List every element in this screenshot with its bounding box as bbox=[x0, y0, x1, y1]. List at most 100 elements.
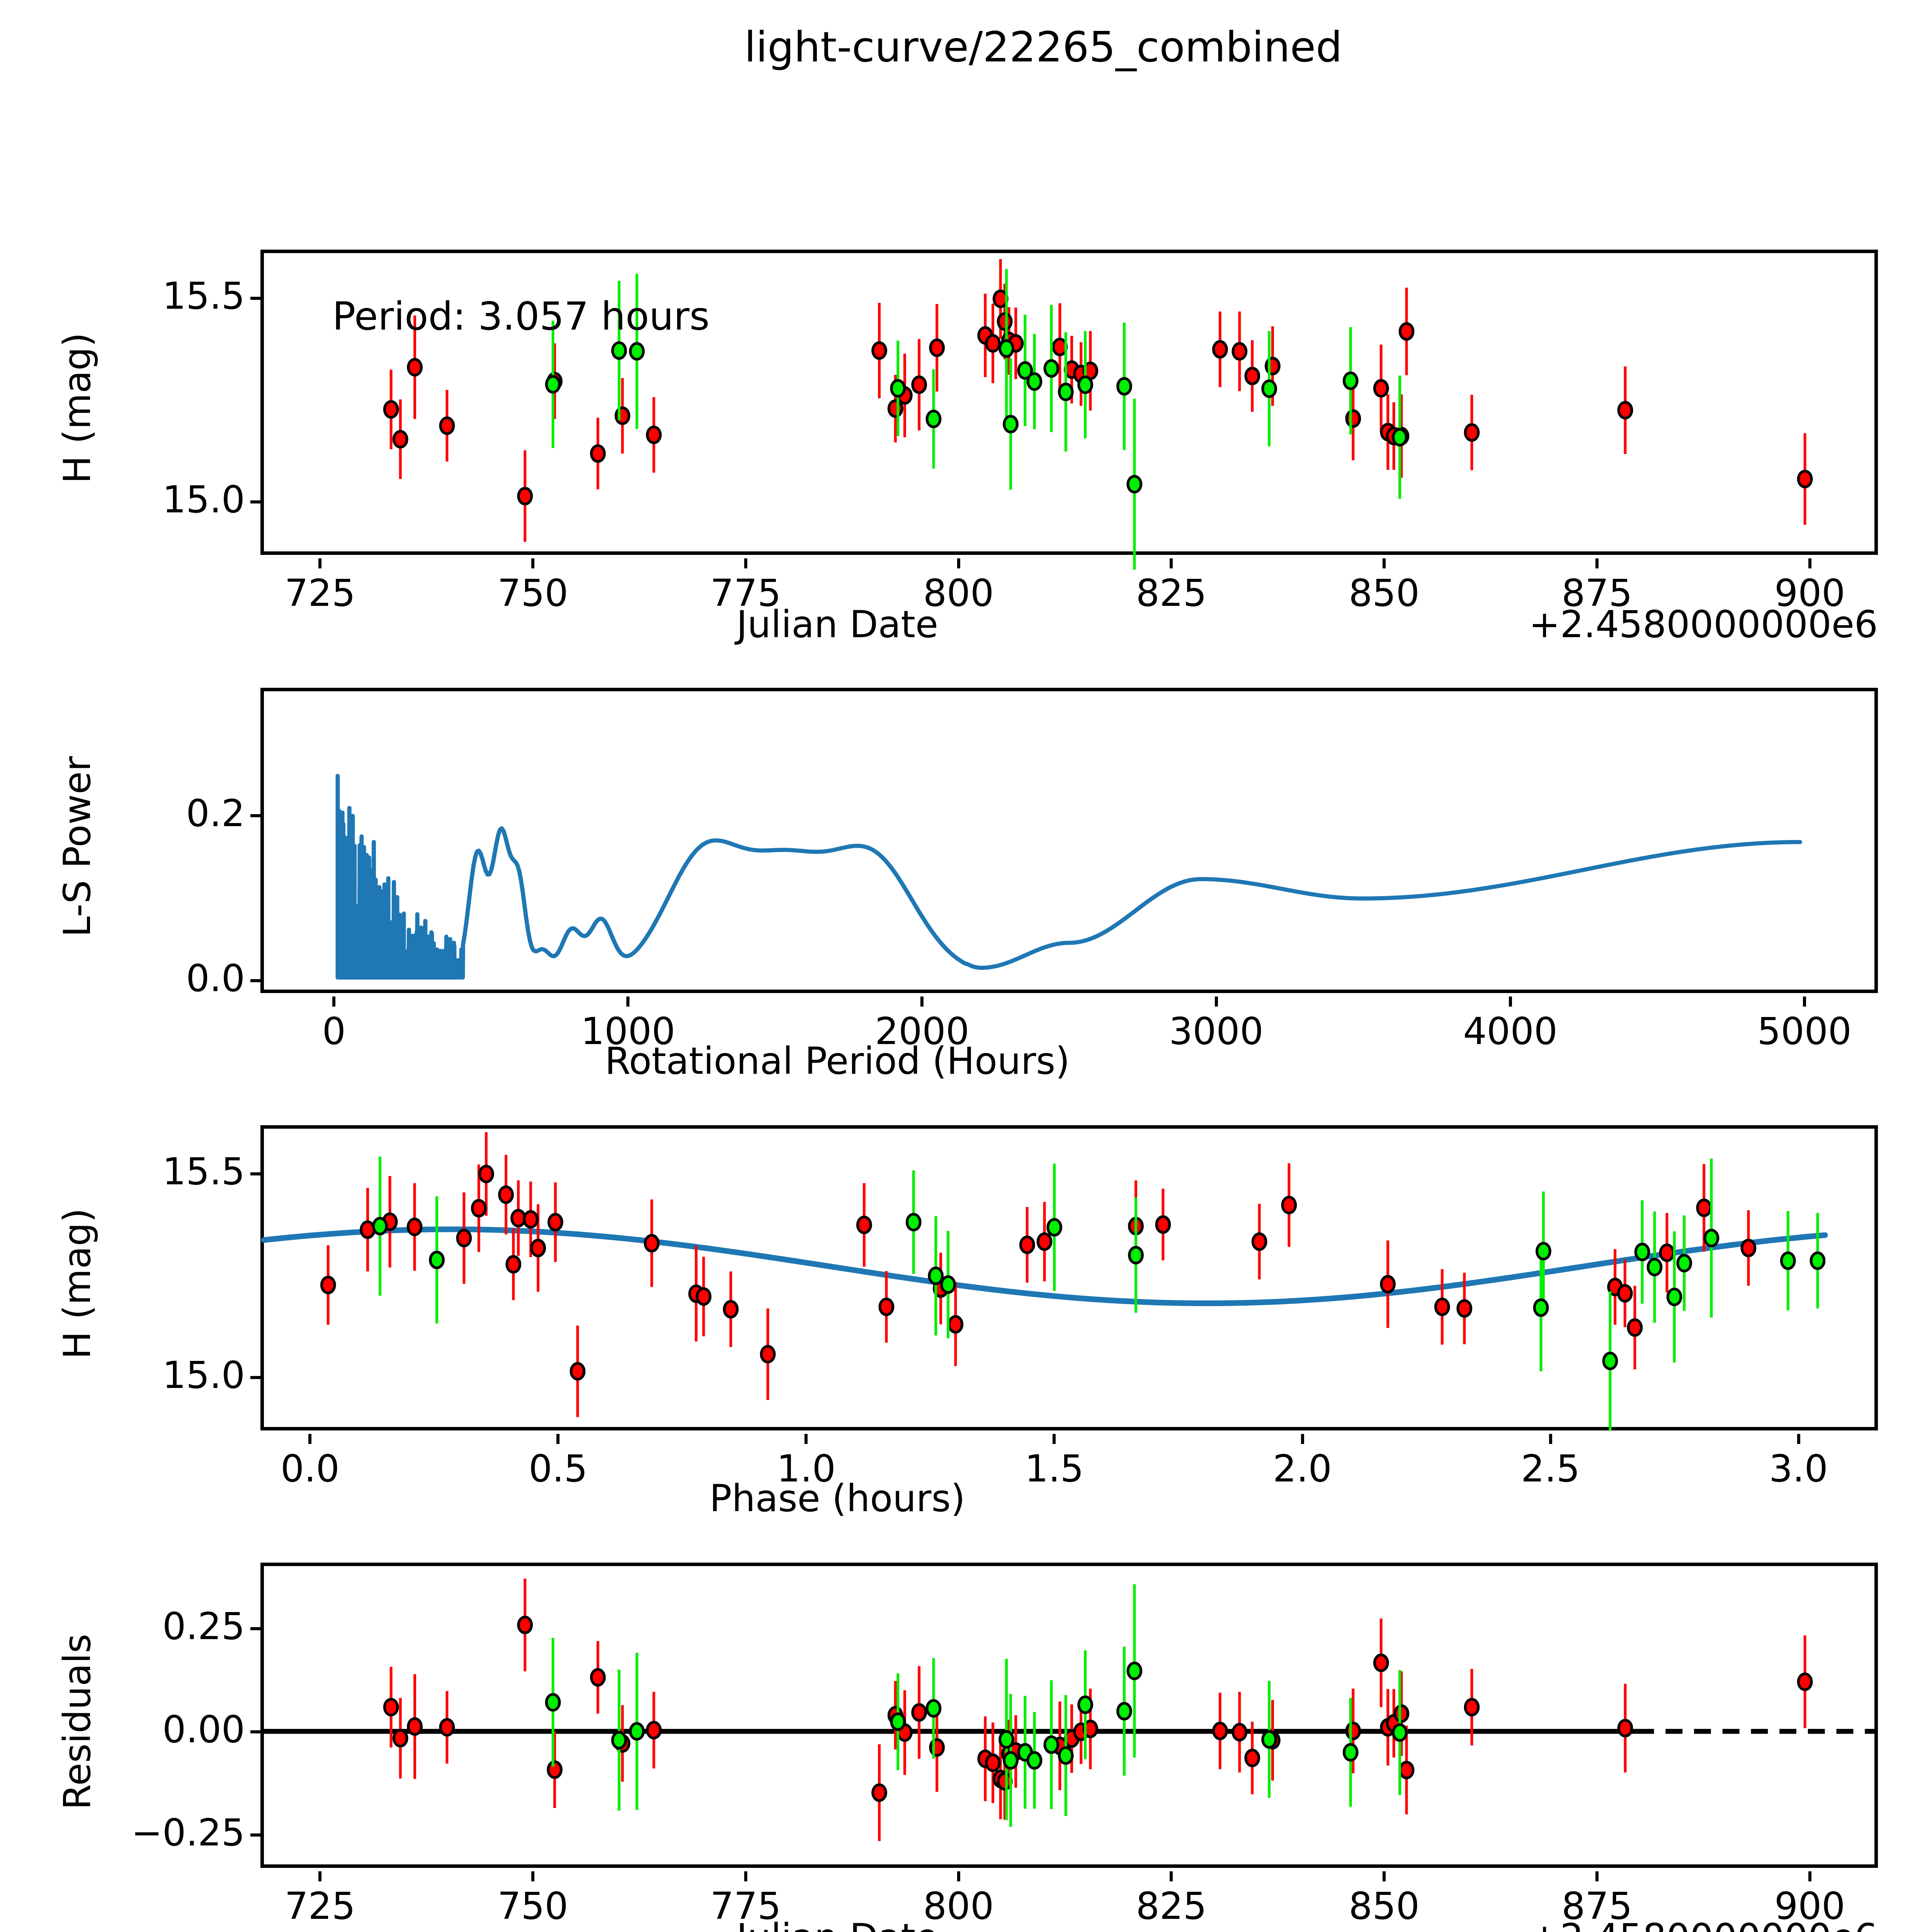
data-point bbox=[1659, 1243, 1675, 1262]
data-point bbox=[456, 1229, 472, 1248]
residuals-x-tick-mark bbox=[1383, 1871, 1386, 1881]
data-point bbox=[1231, 1723, 1248, 1742]
periodogram-plot-area bbox=[335, 774, 1803, 980]
data-point bbox=[522, 1210, 539, 1229]
lightcurve-y-tick-label: 15.5 bbox=[162, 274, 245, 318]
data-point bbox=[1398, 322, 1415, 341]
data-point bbox=[1281, 1196, 1297, 1214]
periodogram-x-tick-mark bbox=[1214, 997, 1218, 1007]
data-point bbox=[911, 375, 927, 394]
lightcurve-y-tick-mark bbox=[250, 297, 260, 300]
residuals-y-tick-label: 0.00 bbox=[162, 1708, 245, 1751]
lightcurve-x-tick-mark bbox=[744, 558, 747, 568]
phase-folded-plot-area bbox=[261, 1132, 1828, 1431]
data-point bbox=[1116, 1702, 1133, 1721]
residuals-x-tick-mark bbox=[1170, 1871, 1173, 1881]
periodogram-y-tick-mark bbox=[250, 814, 260, 817]
data-point bbox=[890, 1712, 906, 1731]
light-curve-plot-area bbox=[383, 259, 1813, 570]
data-point bbox=[947, 1315, 964, 1334]
data-point bbox=[1026, 1751, 1043, 1770]
data-point bbox=[1456, 1299, 1473, 1318]
data-point bbox=[1036, 1232, 1053, 1251]
data-point bbox=[1392, 428, 1408, 447]
data-point bbox=[998, 339, 1015, 358]
series-green bbox=[545, 1584, 1408, 1827]
data-point bbox=[383, 1698, 399, 1717]
periodogram-x-tick-mark bbox=[920, 997, 924, 1007]
data-point bbox=[1128, 1246, 1144, 1265]
data-point bbox=[1019, 1235, 1035, 1254]
data-point bbox=[1126, 475, 1143, 493]
periodogram-x-tick-label: 3000 bbox=[1169, 1010, 1264, 1053]
phasefold-x-tick-label: 1.0 bbox=[777, 1447, 836, 1490]
residuals-x-tick-label: 775 bbox=[710, 1884, 781, 1928]
data-point bbox=[1810, 1251, 1826, 1270]
data-point bbox=[1026, 372, 1043, 391]
lightcurve-y-tick-mark bbox=[250, 500, 260, 504]
data-point bbox=[1003, 1751, 1019, 1770]
data-point bbox=[871, 1783, 888, 1802]
residuals-x-tick-mark bbox=[744, 1871, 747, 1881]
data-point bbox=[925, 410, 942, 429]
data-point bbox=[439, 416, 455, 435]
phasefold-x-tick-label: 2.5 bbox=[1521, 1447, 1580, 1490]
phasefold-x-tick-mark bbox=[1797, 1434, 1800, 1444]
lightcurve-x-tick-label: 875 bbox=[1561, 571, 1633, 615]
data-point bbox=[1244, 367, 1260, 386]
lightcurve-x-tick-label: 725 bbox=[284, 571, 355, 615]
data-point bbox=[1212, 340, 1228, 359]
periodogram-x-tick-label: 2000 bbox=[875, 1010, 969, 1053]
data-point bbox=[1392, 1723, 1408, 1742]
data-point bbox=[1342, 1743, 1359, 1762]
phasefold-y-tick-mark bbox=[250, 1172, 260, 1176]
phasefold-x-tick-mark bbox=[308, 1434, 312, 1444]
data-point bbox=[644, 1234, 660, 1253]
data-point bbox=[1533, 1298, 1549, 1317]
data-point bbox=[505, 1255, 522, 1274]
data-point bbox=[1676, 1253, 1692, 1272]
periodogram-x-tick-label: 1000 bbox=[581, 1010, 675, 1053]
phasefold-x-tick-label: 3.0 bbox=[1769, 1447, 1828, 1490]
data-point bbox=[1046, 1218, 1063, 1237]
data-point bbox=[590, 1668, 606, 1687]
data-point bbox=[1043, 359, 1060, 378]
data-point bbox=[570, 1362, 586, 1381]
data-point bbox=[1398, 1760, 1415, 1779]
data-point bbox=[1373, 379, 1389, 398]
data-point bbox=[856, 1216, 872, 1235]
data-point bbox=[929, 338, 945, 357]
page-title: light-curve/22265_combined bbox=[744, 23, 1342, 71]
data-point bbox=[928, 1266, 944, 1285]
data-point bbox=[478, 1165, 494, 1184]
periodogram-y-axis-label: L-S Power bbox=[56, 756, 99, 937]
lightcurve-x-tick-label: 850 bbox=[1349, 571, 1420, 615]
periodogram-x-tick-mark bbox=[626, 997, 630, 1007]
lightcurve-x-tick-label: 900 bbox=[1774, 571, 1845, 615]
data-point bbox=[940, 1275, 956, 1294]
panel-phase-folded bbox=[260, 1125, 1878, 1431]
data-point bbox=[925, 1699, 942, 1718]
panel-residuals bbox=[260, 1563, 1878, 1868]
data-point bbox=[545, 375, 561, 394]
data-point bbox=[611, 341, 627, 360]
phasefold-x-tick-label: 2.0 bbox=[1273, 1447, 1332, 1490]
data-point bbox=[383, 400, 399, 419]
data-point bbox=[407, 358, 423, 377]
lightcurve-x-tick-mark bbox=[1170, 558, 1173, 568]
periodogram-x-tick-label: 4000 bbox=[1463, 1010, 1558, 1053]
residuals-x-tick-label: 750 bbox=[497, 1884, 568, 1928]
periodogram-x-tick-mark bbox=[1803, 997, 1806, 1007]
data-point bbox=[1082, 1719, 1099, 1738]
data-point bbox=[1393, 1704, 1410, 1723]
data-point bbox=[629, 1722, 645, 1741]
data-point bbox=[871, 341, 888, 360]
phasefold-y-tick-label: 15.0 bbox=[162, 1354, 245, 1397]
data-point bbox=[1212, 1721, 1228, 1740]
data-point bbox=[1380, 1275, 1396, 1294]
data-point bbox=[1261, 1730, 1277, 1749]
lightcurve-x-tick-mark bbox=[318, 558, 322, 568]
phasefold-x-tick-label: 0.5 bbox=[529, 1447, 588, 1490]
lightcurve-y-tick-label: 15.0 bbox=[162, 478, 245, 522]
data-point bbox=[905, 1213, 922, 1231]
